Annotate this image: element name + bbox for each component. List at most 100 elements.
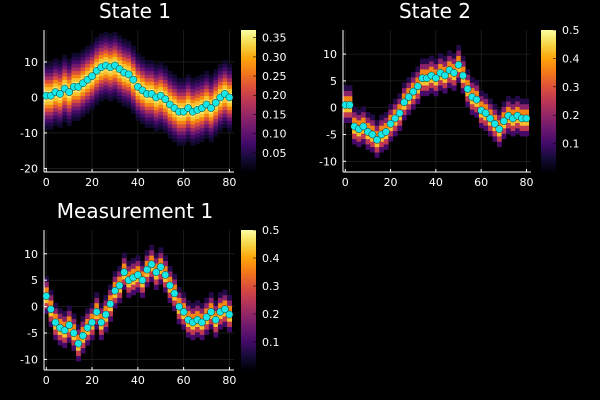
heatmap-cell <box>172 294 178 301</box>
heatmap-cell <box>167 81 173 86</box>
heatmap-cell <box>117 99 123 104</box>
heatmap-cell <box>112 81 118 86</box>
heatmap-cell <box>149 60 155 65</box>
heatmap-cell <box>108 76 113 80</box>
heatmap-cell <box>227 70 233 75</box>
heatmap-cell <box>347 95 353 102</box>
heatmap-cell <box>195 83 200 88</box>
heatmap-cell <box>135 260 141 267</box>
heatmap-cell <box>204 127 210 132</box>
heatmap-cell <box>199 95 205 100</box>
heatmap-cell <box>456 50 462 57</box>
heatmap-cell <box>71 95 77 100</box>
heatmap-cell <box>126 86 132 91</box>
heatmap-cell <box>48 76 54 80</box>
heatmap-cell <box>374 152 380 158</box>
heatmap-cell <box>447 61 453 67</box>
heatmap-cell <box>108 33 113 38</box>
heatmap-cell <box>167 127 173 132</box>
heatmap-cell <box>44 72 49 77</box>
heatmap-cell <box>176 313 182 320</box>
heatmap-cell <box>469 103 475 110</box>
data-point <box>115 281 124 290</box>
heatmap-cell <box>195 118 200 123</box>
heatmap-cell <box>121 273 127 280</box>
heatmap-cell <box>181 324 187 330</box>
heatmap-cell <box>103 31 109 36</box>
heatmap-cell <box>117 49 123 54</box>
heatmap-cell <box>190 92 196 96</box>
heatmap-cell <box>158 279 164 285</box>
heatmap-cell <box>66 326 72 333</box>
heatmap-cell <box>415 98 421 105</box>
heatmap-cell <box>71 109 77 114</box>
heatmap-cell <box>66 305 72 312</box>
heatmap-cell <box>497 130 502 137</box>
heatmap-cell <box>501 133 507 140</box>
heatmap-cell <box>108 47 113 52</box>
heatmap-cell <box>103 77 109 82</box>
heatmap-cell <box>401 114 407 121</box>
heatmap-cell <box>401 82 407 89</box>
heatmap-cell <box>130 53 136 57</box>
heatmap-cell <box>347 117 353 124</box>
heatmap-cell <box>388 125 394 132</box>
heatmap-cell <box>469 109 475 115</box>
heatmap-cell <box>80 63 86 68</box>
heatmap-cell <box>57 124 63 128</box>
heatmap-cell <box>167 120 173 125</box>
heatmap-cell <box>208 124 214 128</box>
heatmap-cell <box>108 294 113 301</box>
heatmap-cell <box>44 101 49 105</box>
heatmap-cell <box>519 109 525 115</box>
heatmap-cell <box>222 67 228 72</box>
heatmap-cell <box>176 92 182 96</box>
heatmap-cell <box>98 54 104 59</box>
heatmap-cell <box>48 300 54 306</box>
heatmap-cell <box>524 103 530 110</box>
heatmap-cell <box>392 98 398 105</box>
heatmap-cell <box>153 120 159 125</box>
heatmap-cell <box>117 95 123 100</box>
heatmap-cell <box>53 122 59 127</box>
data-point <box>432 74 440 83</box>
heatmap-cell <box>53 97 59 102</box>
heatmap-cell <box>85 308 91 314</box>
heatmap-cell <box>158 76 164 80</box>
heatmap-cell <box>208 74 214 79</box>
data-point <box>211 316 220 324</box>
heatmap-cell <box>89 42 95 47</box>
heatmap-cell <box>85 339 91 346</box>
heatmap-cell <box>424 79 430 86</box>
heatmap-cell <box>76 74 81 79</box>
heatmap-cell <box>347 90 353 97</box>
colorbar-tick-label: 0.25 <box>262 70 287 83</box>
heatmap-cell <box>85 334 91 341</box>
heatmap-cell <box>44 69 49 73</box>
heatmap-cell <box>94 47 100 52</box>
heatmap-cell <box>208 120 214 125</box>
heatmap-cell <box>397 93 403 99</box>
heatmap-cell <box>71 63 77 68</box>
heatmap-cell <box>135 113 141 118</box>
heatmap-cell <box>121 49 127 54</box>
heatmap-cell <box>222 81 228 86</box>
heatmap-cell <box>370 146 376 153</box>
heatmap-cell <box>460 82 466 89</box>
heatmap-cell <box>208 313 214 320</box>
heatmap-cell <box>130 92 136 96</box>
heatmap-cell <box>429 61 434 67</box>
heatmap-cell <box>57 106 63 111</box>
heatmap-cell <box>80 342 86 349</box>
heatmap-cell <box>181 92 187 96</box>
heatmap-cell <box>465 69 471 75</box>
heatmap-cell <box>144 250 150 256</box>
heatmap-cell <box>66 115 72 120</box>
heatmap-cell <box>112 281 118 288</box>
heatmap-cell <box>94 58 100 63</box>
heatmap-cell <box>158 125 164 130</box>
heatmap-cell <box>172 284 178 290</box>
heatmap-cell <box>483 120 489 126</box>
heatmap-cell <box>153 81 159 86</box>
